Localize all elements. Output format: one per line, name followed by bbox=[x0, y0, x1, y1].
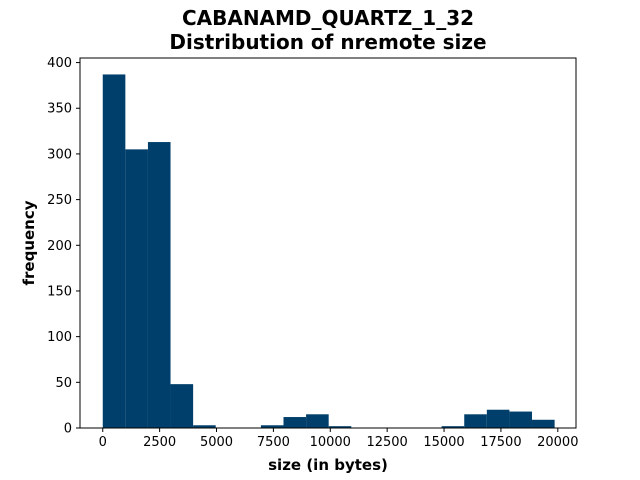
x-tick-label: 17500 bbox=[480, 435, 521, 450]
y-tick-label: 400 bbox=[47, 56, 72, 71]
histogram-bar bbox=[283, 417, 307, 428]
histogram-bar bbox=[328, 426, 352, 428]
y-axis-label: frequency bbox=[20, 200, 38, 285]
plot-frame bbox=[79, 57, 577, 429]
histogram-bar bbox=[125, 149, 148, 428]
x-tick-label: 10000 bbox=[310, 435, 351, 450]
y-tick-label: 0 bbox=[64, 422, 72, 437]
histogram-bar bbox=[260, 425, 284, 428]
x-tick-label: 20000 bbox=[537, 435, 578, 450]
histogram-bar bbox=[532, 419, 555, 428]
x-tick-label: 7500 bbox=[257, 435, 290, 450]
x-axis-label: size (in bytes) bbox=[268, 456, 388, 474]
histogram-bar bbox=[509, 411, 533, 428]
y-tick-label: 150 bbox=[47, 284, 72, 299]
y-ticks-group: 0 50 100 150 200 250 300 350 400 bbox=[47, 56, 80, 437]
histogram-bar bbox=[102, 74, 126, 428]
y-tick-label: 300 bbox=[47, 147, 72, 162]
chart-title-line2: Distribution of nremote size bbox=[169, 30, 486, 54]
x-tick-label: 2500 bbox=[143, 435, 176, 450]
histogram-bar bbox=[193, 425, 216, 428]
x-tick-label: 5000 bbox=[200, 435, 233, 450]
histogram-bar bbox=[170, 384, 194, 428]
x-tick-label: 0 bbox=[99, 435, 107, 450]
y-tick-label: 200 bbox=[47, 239, 72, 254]
histogram-bar bbox=[464, 414, 487, 428]
histogram-bar bbox=[147, 142, 171, 428]
chart-title-line1: CABANAMD_QUARTZ_1_32 bbox=[182, 6, 474, 30]
histogram-bar bbox=[441, 426, 465, 428]
x-ticks-group: 0 2500 5000 7500 10000 12500 15000 17500 20000 bbox=[99, 428, 578, 450]
y-tick-label: 350 bbox=[47, 102, 72, 117]
histogram-bar bbox=[486, 409, 510, 428]
y-tick-label: 250 bbox=[47, 193, 72, 208]
histogram-bar bbox=[306, 414, 329, 428]
y-tick-label: 100 bbox=[47, 330, 72, 345]
x-tick-label: 12500 bbox=[366, 435, 407, 450]
y-tick-label: 50 bbox=[55, 376, 72, 391]
bars-group bbox=[102, 74, 555, 428]
x-tick-label: 15000 bbox=[423, 435, 464, 450]
